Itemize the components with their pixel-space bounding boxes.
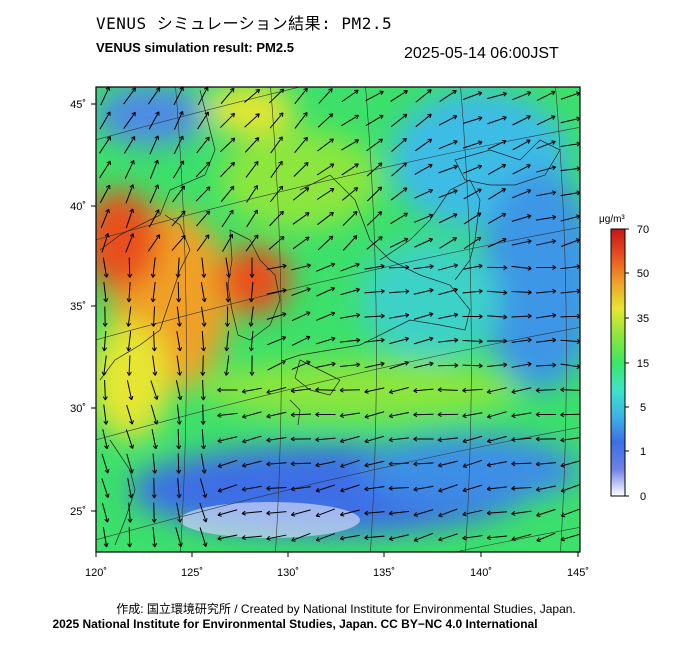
title-japanese: VENUS シミュレーション結果: PM2.5 xyxy=(96,14,393,33)
lon-tick-label: 145˚ xyxy=(567,567,589,579)
map-frame xyxy=(95,86,581,553)
concentration-field xyxy=(96,87,580,552)
colorbar-unit: μg/m³ xyxy=(599,214,625,225)
colorbar-label: 50 xyxy=(637,268,649,280)
colorbar-ramp xyxy=(610,228,626,497)
colorbar-label: 0 xyxy=(640,491,646,503)
colorbar-label: 70 xyxy=(637,224,649,236)
colorbar-label: 15 xyxy=(637,358,649,370)
lon-tick-label: 135˚ xyxy=(373,567,395,579)
colorbar: μg/m³ 70 50 35 15 5 1 0 xyxy=(599,214,649,503)
lon-tick-label: 140˚ xyxy=(470,567,492,579)
timestamp: 2025-05-14 06:00JST xyxy=(404,45,559,62)
coastlines xyxy=(99,89,561,546)
longitude-axis: 120˚ 125˚ 130˚ 135˚ 140˚ 145˚ xyxy=(85,552,589,579)
title-english: VENUS simulation result: PM2.5 xyxy=(96,40,294,55)
pm25-map: 120˚ 125˚ 130˚ 135˚ 140˚ 145˚ 45˚ 40˚ 35˚ 30˚ 25˚… xyxy=(70,86,649,579)
lat-tick-label: 30˚ xyxy=(70,403,86,415)
license-line: 2025 National Institute for Environmenta… xyxy=(52,617,538,631)
credit-line: 作成: 国立環境研究所 / Created by National Instit… xyxy=(116,602,576,616)
graticule xyxy=(96,87,580,552)
colorbar-label: 5 xyxy=(640,402,646,414)
lat-tick-label: 45˚ xyxy=(70,99,86,111)
colorbar-label: 35 xyxy=(637,313,649,325)
lon-tick-label: 120˚ xyxy=(85,567,107,579)
lat-tick-label: 25˚ xyxy=(70,506,86,518)
lon-tick-label: 125˚ xyxy=(181,567,203,579)
latitude-axis: 45˚ 40˚ 35˚ 30˚ 25˚ xyxy=(70,99,96,518)
lat-tick-label: 35˚ xyxy=(70,301,86,313)
lat-tick-label: 40˚ xyxy=(70,201,86,213)
colorbar-label: 1 xyxy=(640,446,646,458)
lon-tick-label: 130˚ xyxy=(277,567,299,579)
